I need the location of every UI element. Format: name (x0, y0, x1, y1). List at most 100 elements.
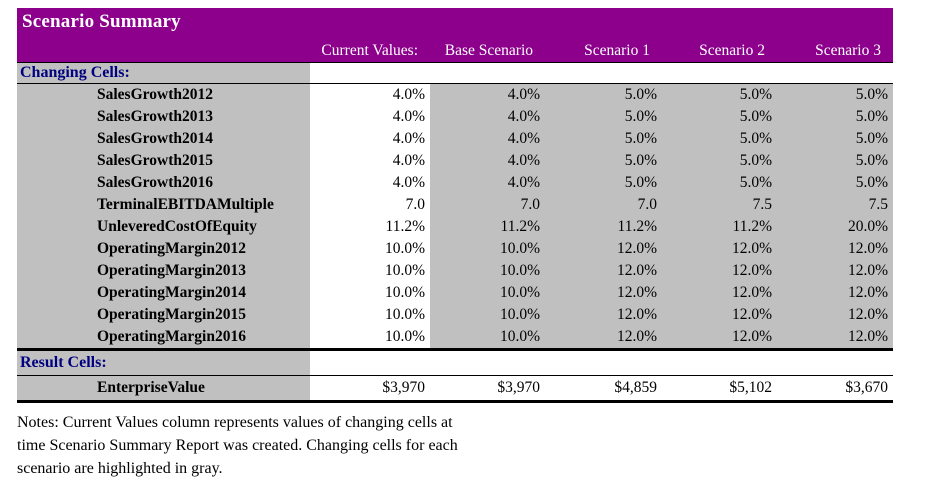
table-row: EnterpriseValue $3,970 $3,970 $4,859 $5,102 $… (17, 376, 893, 403)
value-cell-scenario-3[interactable]: 12.0% (777, 326, 893, 348)
row-label-cell[interactable]: TerminalEBITDAMultiple (17, 194, 310, 216)
value-cell-current-values[interactable]: 10.0% (310, 282, 430, 304)
table-row: SalesGrowth2012 4.0% 4.0% 5.0% 5.0% 5.0% (17, 84, 893, 106)
column-header-scenario-1[interactable]: Scenario 1 (584, 42, 650, 59)
value-cell-scenario-1[interactable]: 12.0% (545, 260, 662, 282)
value-cell-base-scenario[interactable]: 7.0 (430, 194, 545, 216)
value-cell-scenario-1[interactable]: 12.0% (545, 238, 662, 260)
value-cell-scenario-2[interactable]: 5.0% (662, 106, 777, 128)
value-cell-current-values[interactable]: 10.0% (310, 238, 430, 260)
value-cell-base-scenario[interactable]: 4.0% (430, 172, 545, 194)
value-cell-scenario-2[interactable]: 5.0% (662, 84, 777, 106)
value-cell-scenario-1[interactable]: 11.2% (545, 216, 662, 238)
value-cell-current-values[interactable]: 10.0% (310, 326, 430, 348)
value-cell-scenario-3[interactable]: 5.0% (777, 106, 893, 128)
value-cell-scenario-3[interactable]: 5.0% (777, 128, 893, 150)
value-cell-scenario-1[interactable]: 7.0 (545, 194, 662, 216)
value-cell-scenario-2[interactable]: 12.0% (662, 282, 777, 304)
value-cell-current-values[interactable]: 4.0% (310, 150, 430, 172)
value-cell-scenario-2[interactable]: 12.0% (662, 326, 777, 348)
value-cell-current-values[interactable]: 10.0% (310, 260, 430, 282)
row-label-cell[interactable]: UnleveredCostOfEquity (17, 216, 310, 238)
report-table-body: Changing Cells: SalesGrowth2012 4.0% 4.0% 5.… (17, 62, 893, 403)
value-cell-scenario-2[interactable]: 11.2% (662, 216, 777, 238)
value-cell-base-scenario[interactable]: 10.0% (430, 238, 545, 260)
table-row: OperatingMargin2013 10.0% 10.0% 12.0% 12.0% 1… (17, 260, 893, 282)
section-header-row: Result Cells: (17, 348, 893, 376)
value-cell-scenario-1[interactable]: 12.0% (545, 326, 662, 348)
column-header-current-values[interactable]: Current Values: (321, 42, 418, 59)
row-label-cell[interactable]: EnterpriseValue (17, 376, 310, 400)
section-label-cell[interactable]: Changing Cells: (17, 63, 310, 83)
row-label-cell[interactable]: OperatingMargin2013 (17, 260, 310, 282)
column-header-scenario-3[interactable]: Scenario 3 (815, 42, 881, 59)
value-cell-scenario-1[interactable]: 5.0% (545, 172, 662, 194)
row-label-cell[interactable]: SalesGrowth2014 (17, 128, 310, 150)
section-header-row: Changing Cells: (17, 62, 893, 84)
column-header-scenario-2[interactable]: Scenario 2 (699, 42, 765, 59)
value-cell-scenario-3[interactable]: 12.0% (777, 282, 893, 304)
value-cell-base-scenario[interactable]: 10.0% (430, 304, 545, 326)
value-cell-scenario-3[interactable]: 12.0% (777, 238, 893, 260)
value-cell-scenario-2[interactable]: 12.0% (662, 260, 777, 282)
value-cell-scenario-3[interactable]: 20.0% (777, 216, 893, 238)
value-cell-base-scenario[interactable]: 4.0% (430, 128, 545, 150)
value-cell-current-values[interactable]: 4.0% (310, 172, 430, 194)
row-label-cell[interactable]: OperatingMargin2015 (17, 304, 310, 326)
column-header-base-scenario[interactable]: Base Scenario (444, 42, 533, 59)
value-cell-scenario-3[interactable]: 12.0% (777, 260, 893, 282)
value-cell-scenario-3[interactable]: 5.0% (777, 84, 893, 106)
section-filler (310, 63, 893, 83)
value-cell-base-scenario[interactable]: 10.0% (430, 260, 545, 282)
value-cell-scenario-1[interactable]: 5.0% (545, 84, 662, 106)
table-row: SalesGrowth2015 4.0% 4.0% 5.0% 5.0% 5.0% (17, 150, 893, 172)
value-cell-base-scenario[interactable]: 10.0% (430, 282, 545, 304)
report-title: Scenario Summary (22, 11, 181, 32)
notes-line-2: time Scenario Summary Report was created… (17, 437, 458, 454)
row-label-cell[interactable]: SalesGrowth2015 (17, 150, 310, 172)
value-cell-current-values[interactable]: 4.0% (310, 84, 430, 106)
value-cell-scenario-3[interactable]: 12.0% (777, 304, 893, 326)
table-row: UnleveredCostOfEquity 11.2% 11.2% 11.2% 11.2… (17, 216, 893, 238)
value-cell-scenario-1[interactable]: 5.0% (545, 106, 662, 128)
value-cell-base-scenario[interactable]: 4.0% (430, 106, 545, 128)
value-cell-scenario-2[interactable]: 5.0% (662, 150, 777, 172)
table-row: OperatingMargin2015 10.0% 10.0% 12.0% 12.0% 1… (17, 304, 893, 326)
value-cell-scenario-1[interactable]: 12.0% (545, 304, 662, 326)
section-label-cell[interactable]: Result Cells: (17, 351, 310, 375)
row-label-cell[interactable]: SalesGrowth2013 (17, 106, 310, 128)
row-label-cell[interactable]: SalesGrowth2016 (17, 172, 310, 194)
row-label-cell[interactable]: OperatingMargin2014 (17, 282, 310, 304)
value-cell-base-scenario[interactable]: 10.0% (430, 326, 545, 348)
value-cell-scenario-2[interactable]: 12.0% (662, 238, 777, 260)
value-cell-scenario-2[interactable]: 12.0% (662, 304, 777, 326)
value-cell-scenario-2[interactable]: 5.0% (662, 128, 777, 150)
column-header-spacer (17, 42, 310, 60)
value-cell-scenario-3[interactable]: 5.0% (777, 172, 893, 194)
value-cell-scenario-1[interactable]: 5.0% (545, 128, 662, 150)
value-cell-current-values[interactable]: 7.0 (310, 194, 430, 216)
value-cell-scenario-1[interactable]: 5.0% (545, 150, 662, 172)
report-header-band: Scenario Summary Current Values: Base Sce… (17, 8, 893, 62)
value-cell-base-scenario[interactable]: 4.0% (430, 84, 545, 106)
value-cell-current-values[interactable]: 4.0% (310, 106, 430, 128)
value-cell-scenario-3[interactable]: $3,670 (777, 376, 893, 400)
row-label-cell[interactable]: OperatingMargin2016 (17, 326, 310, 348)
value-cell-current-values[interactable]: 4.0% (310, 128, 430, 150)
value-cell-base-scenario[interactable]: $3,970 (430, 376, 545, 400)
value-cell-scenario-2[interactable]: 7.5 (662, 194, 777, 216)
value-cell-current-values[interactable]: 11.2% (310, 216, 430, 238)
value-cell-scenario-2[interactable]: 5.0% (662, 172, 777, 194)
value-cell-scenario-3[interactable]: 5.0% (777, 150, 893, 172)
value-cell-scenario-3[interactable]: 7.5 (777, 194, 893, 216)
value-cell-current-values[interactable]: $3,970 (310, 376, 430, 400)
row-label-cell[interactable]: SalesGrowth2012 (17, 84, 310, 106)
value-cell-base-scenario[interactable]: 11.2% (430, 216, 545, 238)
value-cell-scenario-2[interactable]: $5,102 (662, 376, 777, 400)
value-cell-scenario-1[interactable]: 12.0% (545, 282, 662, 304)
value-cell-base-scenario[interactable]: 4.0% (430, 150, 545, 172)
row-label-cell[interactable]: OperatingMargin2012 (17, 238, 310, 260)
value-cell-current-values[interactable]: 10.0% (310, 304, 430, 326)
value-cell-scenario-1[interactable]: $4,859 (545, 376, 662, 400)
table-row: SalesGrowth2013 4.0% 4.0% 5.0% 5.0% 5.0% (17, 106, 893, 128)
